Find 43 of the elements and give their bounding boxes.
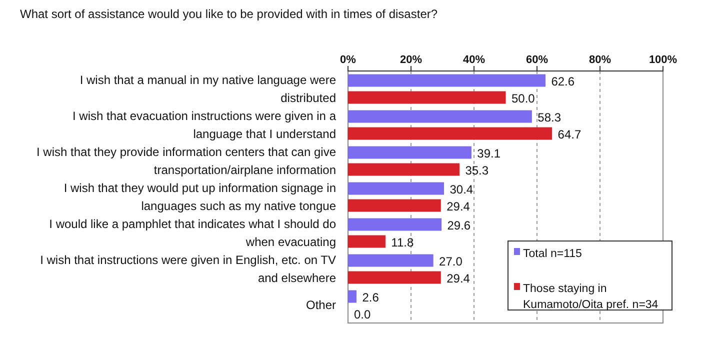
- y-tick-label: Other: [306, 298, 336, 312]
- data-label: 30.4: [450, 182, 474, 196]
- bar: [348, 199, 441, 212]
- data-label: 64.7: [558, 128, 582, 142]
- bar: [348, 235, 386, 248]
- bar: [348, 182, 444, 195]
- x-tick-label: 20%: [400, 54, 422, 66]
- bar: [348, 163, 460, 176]
- bar: [348, 74, 546, 87]
- legend-label: Total n=115: [523, 248, 582, 260]
- data-label: 50.0: [512, 92, 536, 106]
- data-label: 29.6: [447, 218, 471, 232]
- bar: [348, 254, 434, 267]
- bar: [348, 110, 532, 123]
- x-tick-label: 60%: [526, 54, 548, 66]
- data-label: 29.4: [446, 200, 470, 214]
- bar: [348, 127, 552, 140]
- bar: [348, 146, 472, 159]
- y-tick-label: I wish that they provide information centers that can give transportation/airplane information: [36, 145, 336, 177]
- x-tick-label: 0%: [340, 54, 356, 66]
- bar: [348, 271, 441, 284]
- data-label: 58.3: [538, 110, 562, 124]
- data-label: 35.3: [465, 164, 489, 178]
- y-tick-label: I wish that evacuation instructions were given in a language that I understand: [72, 109, 336, 141]
- x-tick-label: 80%: [588, 54, 612, 66]
- data-label: 29.4: [446, 272, 470, 286]
- x-tick-label: 100%: [648, 54, 678, 66]
- data-label: 11.8: [391, 236, 414, 250]
- y-tick-label: I wish that instructions were given in English, etc. on TV and elsewhere: [40, 253, 336, 285]
- data-label: 0.0: [354, 308, 372, 322]
- data-label: 2.6: [362, 290, 380, 304]
- data-label: 62.6: [551, 74, 575, 88]
- bar: [348, 91, 506, 104]
- y-tick-label: I wish that they would put up information signage in languages such as my native tongue: [64, 181, 336, 213]
- data-label: 27.0: [439, 254, 463, 268]
- y-tick-label: I would like a pamphlet that indicates what I should do when evacuating: [49, 217, 336, 249]
- y-tick-label: I wish that a manual in my native language were distributed: [80, 73, 336, 105]
- text: What sort of assistance would you like to be provided with in times of disaster?: [20, 7, 438, 21]
- legend-label: Those staying in Kumamoto/Oita pref. n=34: [523, 283, 659, 311]
- bar: [348, 218, 442, 231]
- bar: [348, 290, 356, 303]
- data-label: 39.1: [477, 146, 501, 160]
- x-tick-label: 40%: [462, 54, 486, 66]
